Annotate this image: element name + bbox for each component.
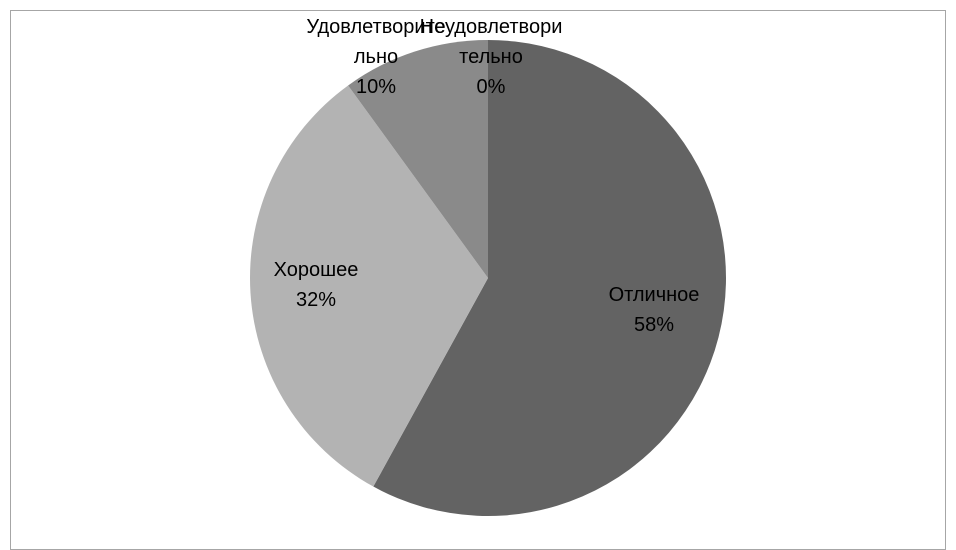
pie-slice-1 [249, 85, 488, 487]
pie-slice-0 [373, 40, 726, 516]
slice-label-line: Неудовлетвори [420, 16, 563, 38]
slice-label-line: 0% [477, 76, 506, 98]
pie-chart: Отличное 58% Хорошее 32% Удовлетворите льно 10… [249, 16, 726, 516]
pie-slice-2 [348, 39, 488, 278]
slice-label-line: 58% [634, 314, 674, 336]
slice-label-line: 10% [356, 76, 396, 98]
slice-label-2: Удовлетворите льно 10% [306, 16, 445, 98]
slice-label-line: Удовлетворите [306, 16, 445, 38]
slice-label-line: льно [354, 46, 398, 68]
chart-area: Отличное 58% Хорошее 32% Удовлетворите льно 10… [10, 10, 946, 550]
slice-label-3: Неудовлетвори тельно 0% [420, 16, 563, 98]
slice-label-1: Хорошее 32% [274, 259, 359, 311]
slice-label-line: 32% [296, 289, 336, 311]
slice-label-0: Отличное 58% [609, 284, 700, 336]
pie-slices [249, 39, 726, 516]
slice-label-line: Отличное [609, 284, 700, 306]
slice-label-line: Хорошее [274, 259, 359, 281]
pie-labels: Отличное 58% Хорошее 32% Удовлетворите льно 10… [274, 16, 700, 336]
slice-label-line: тельно [459, 46, 523, 68]
